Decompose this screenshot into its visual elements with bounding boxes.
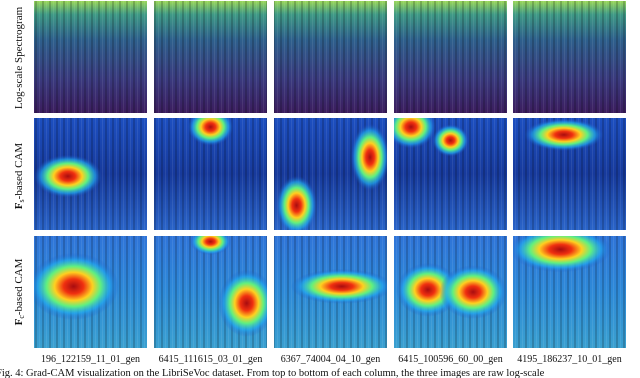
- cam: [513, 236, 626, 348]
- column-label: 6415_100596_60_00_gen: [398, 354, 502, 365]
- column: 6367_74004_04_10_gen: [274, 1, 387, 365]
- cam-hotspot: [394, 118, 436, 149]
- spectrogram-texture: [274, 1, 387, 113]
- cam: [274, 236, 387, 348]
- image-grid: 196_122159_11_01_gen 6415_111615_03_01_ge…: [34, 1, 626, 365]
- spectrogram-texture: [154, 1, 267, 113]
- caption: Fig. 4: Grad-CAM visualization on the Li…: [0, 368, 545, 378]
- row-label: Log-scale Spectrogram: [13, 6, 25, 109]
- column-label: 196_122159_11_01_gen: [41, 354, 140, 365]
- cam-hotspot: [34, 154, 102, 198]
- cam: [513, 118, 626, 230]
- row-label: Fc-based CAM: [13, 258, 26, 325]
- column: 196_122159_11_01_gen: [34, 1, 147, 365]
- column: 6415_100596_60_00_gen: [394, 1, 507, 365]
- cam-hotspot: [34, 252, 119, 320]
- cam-hotspot: [290, 268, 387, 304]
- cam-hotspot: [218, 269, 267, 337]
- cam-hotspot: [439, 265, 507, 319]
- cam: [394, 236, 507, 348]
- row-label: Fs-based CAM: [13, 143, 26, 210]
- spectrogram-texture: [394, 1, 507, 113]
- cam: [274, 118, 387, 230]
- spectrogram-texture: [513, 1, 626, 113]
- cam: [34, 236, 147, 348]
- column: 4195_186237_10_01_gen: [513, 1, 626, 365]
- cam: [154, 236, 267, 348]
- cam-hotspot: [524, 118, 604, 151]
- column-label: 4195_186237_10_01_gen: [517, 354, 621, 365]
- spectrogram-texture: [34, 1, 147, 113]
- column: 6415_111615_03_01_gen: [154, 1, 267, 365]
- column-label: 6367_74004_04_10_gen: [281, 354, 380, 365]
- cam: [394, 118, 507, 230]
- cam-hotspot: [432, 124, 469, 157]
- cam-hotspot: [190, 236, 231, 256]
- column-label: 6415_111615_03_01_gen: [159, 354, 263, 365]
- cam: [154, 118, 267, 230]
- cam-hotspot: [513, 236, 612, 273]
- cam-hotspot: [350, 123, 387, 191]
- cam-hotspot: [187, 118, 234, 146]
- cam: [34, 118, 147, 230]
- cam-hotspot: [276, 175, 317, 230]
